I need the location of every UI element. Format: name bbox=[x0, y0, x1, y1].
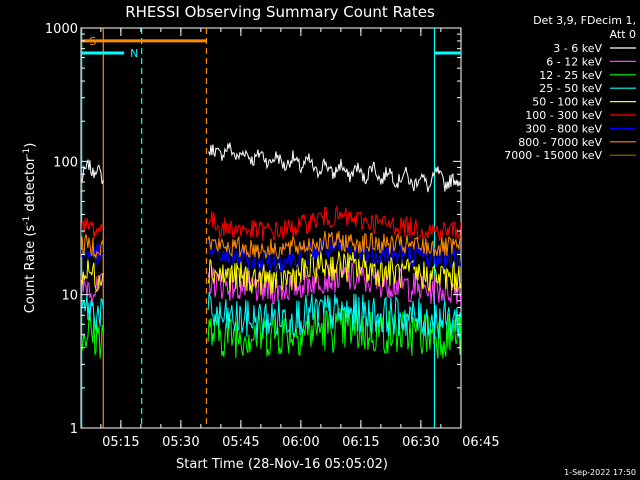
series-line-25-50keV bbox=[81, 292, 104, 331]
x-tick-label: 06:45 bbox=[462, 435, 499, 450]
series-line-800-7000keV bbox=[81, 234, 104, 260]
legend-item-label: 300 - 800 keV bbox=[525, 122, 602, 135]
series-line-25-50keV bbox=[207, 291, 461, 340]
legend-item-label: 50 - 100 keV bbox=[532, 96, 602, 109]
x-axis: 05:15 05:30 05:45 06:00 06:15 06:30 06:45 bbox=[100, 28, 500, 450]
y-tick-label: 10 bbox=[61, 289, 78, 304]
x-tick-label: 06:30 bbox=[402, 435, 439, 450]
y-axis-label: Count Rate (s-1 detector-1) bbox=[22, 143, 38, 314]
night-label: N bbox=[130, 47, 138, 60]
series-line-3-6keV bbox=[81, 158, 104, 185]
series-line-12-25keV bbox=[81, 313, 104, 359]
legend-item-label: 12 - 25 keV bbox=[539, 69, 602, 82]
series-line-6-12keV bbox=[207, 260, 461, 305]
series-line-100-300keV bbox=[81, 218, 104, 239]
legend-item-label: 6 - 12 keV bbox=[546, 55, 602, 68]
footer-date: 1-Sep-2022 17:50 bbox=[564, 468, 636, 477]
series-line-6-12keV bbox=[81, 272, 104, 303]
legend-header-line2: Att 0 bbox=[610, 28, 636, 41]
x-tick-label: 05:15 bbox=[102, 435, 139, 450]
chart-title: RHESSI Observing Summary Count Rates bbox=[125, 3, 435, 21]
series-line-100-300keV bbox=[207, 204, 461, 242]
series-line-800-7000keV bbox=[207, 231, 461, 261]
legend-item-label: 7000 - 15000 keV bbox=[504, 149, 602, 162]
x-tick-label: 06:15 bbox=[342, 435, 379, 450]
saa-label: S bbox=[89, 35, 96, 48]
y-tick-label: 1 bbox=[70, 422, 78, 437]
y-axis: 1 10 100 1000 bbox=[45, 22, 461, 437]
series-line-3-6keV bbox=[207, 142, 461, 193]
legend-item-label: 3 - 6 keV bbox=[553, 42, 602, 55]
series-line-50-100keV bbox=[207, 250, 461, 296]
x-tick-label: 05:45 bbox=[222, 435, 259, 450]
x-tick-label: 06:00 bbox=[282, 435, 319, 450]
series-line-12-25keV bbox=[207, 307, 461, 359]
x-axis-label: Start Time (28-Nov-16 05:05:02) bbox=[176, 457, 388, 472]
legend-item-label: 100 - 300 keV bbox=[525, 109, 602, 122]
y-tick-label: 1000 bbox=[45, 22, 78, 37]
x-tick-label: 05:30 bbox=[162, 435, 199, 450]
series-layer bbox=[81, 142, 461, 359]
annotations: SN bbox=[81, 28, 461, 428]
legend-item-label: 800 - 7000 keV bbox=[518, 136, 602, 149]
series-line-300-800keV bbox=[81, 243, 104, 268]
y-tick-label: 100 bbox=[53, 155, 78, 170]
legend-header-line1: Det 3,9, FDecim 1, bbox=[533, 14, 636, 27]
series-line-50-100keV bbox=[81, 257, 104, 293]
legend-item-label: 25 - 50 keV bbox=[539, 82, 602, 95]
